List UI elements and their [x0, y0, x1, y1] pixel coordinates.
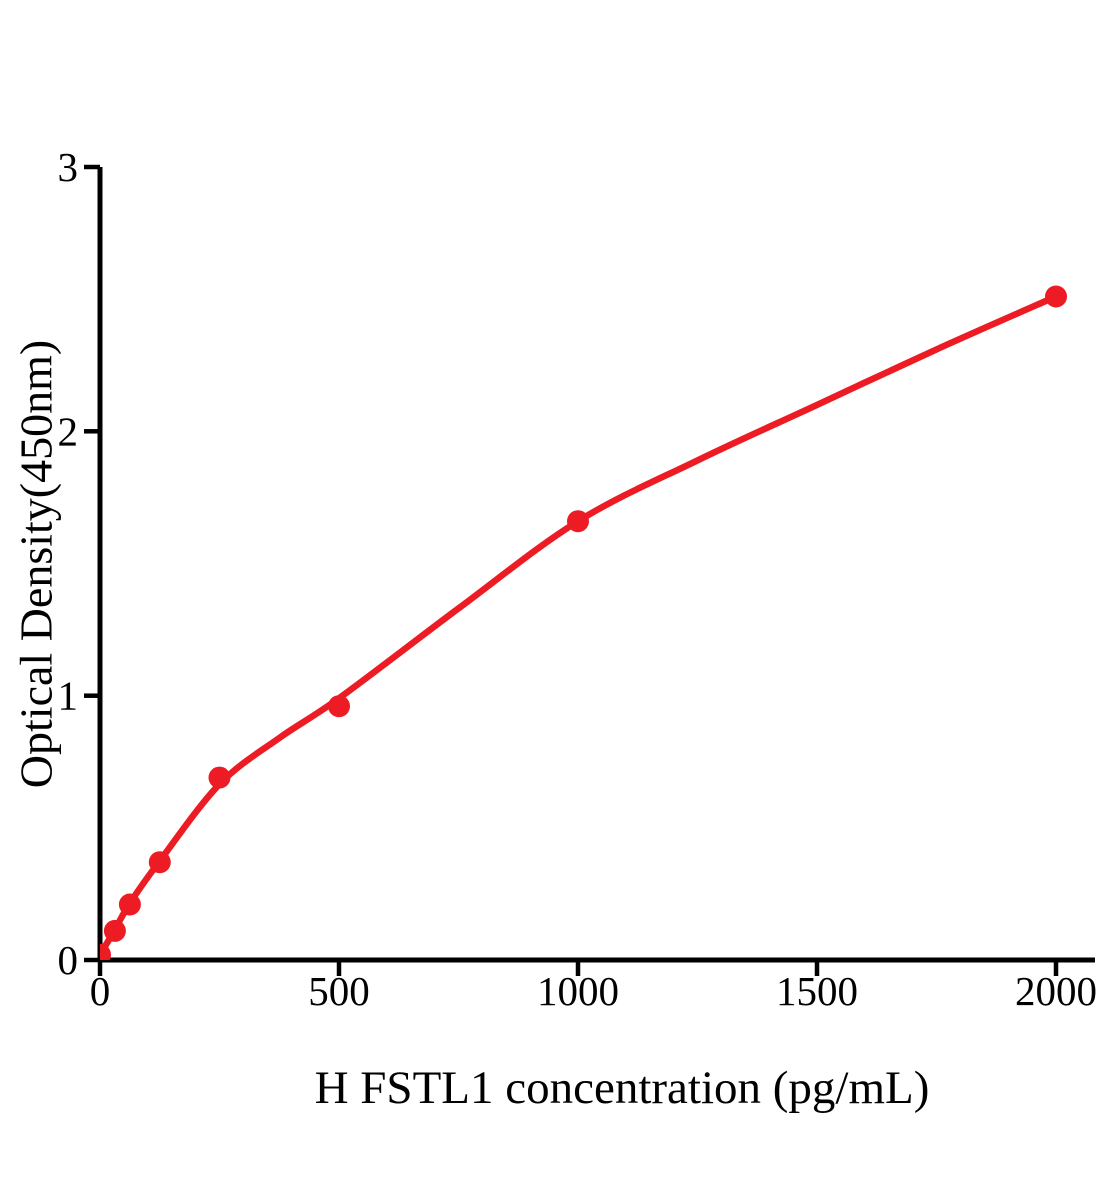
data-points [100, 285, 1067, 960]
data-point [1045, 285, 1067, 308]
x-axis-title: H FSTL1 concentration (pg/mL) [314, 1062, 930, 1114]
data-point [100, 943, 111, 960]
x-tick-label: 0 [90, 968, 111, 1014]
data-point [208, 766, 231, 789]
y-axis-title: Optical Density(450nm) [10, 339, 62, 789]
data-point [148, 851, 171, 874]
axes [97, 167, 1095, 963]
fitted-curve [100, 293, 1060, 958]
x-tick-label: 2000 [1015, 968, 1097, 1014]
data-point [328, 695, 350, 718]
data-point [118, 893, 141, 916]
data-point [103, 919, 126, 942]
y-tick-label: 2 [58, 408, 79, 454]
y-tick-label: 1 [58, 673, 79, 719]
x-tick-label: 1500 [776, 968, 858, 1014]
data-point [567, 510, 589, 533]
x-tick-label: 1000 [537, 968, 619, 1014]
y-tick-label: 0 [58, 937, 79, 983]
y-tick-label: 3 [58, 144, 79, 190]
x-tick-label: 500 [308, 968, 370, 1014]
